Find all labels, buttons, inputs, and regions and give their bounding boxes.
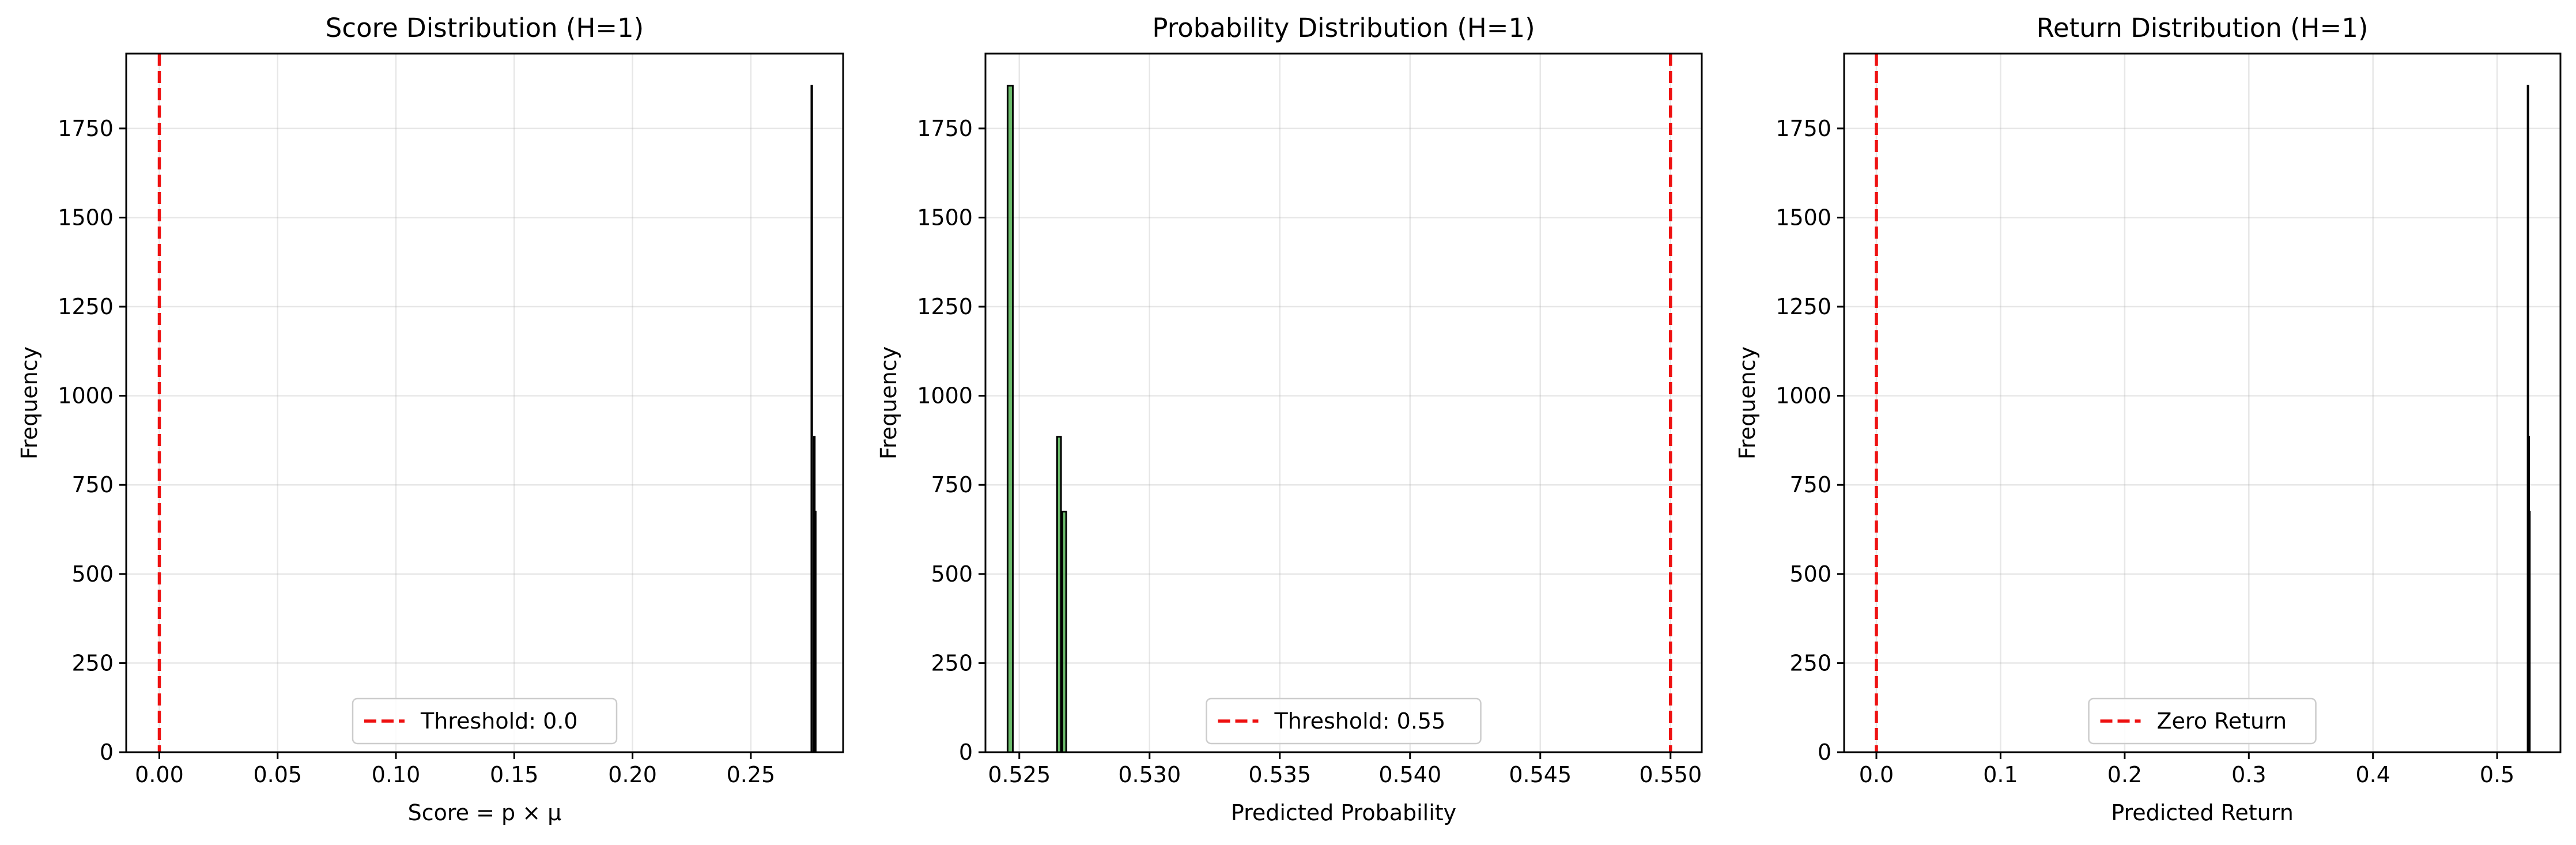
- y-tick-label: 0: [100, 740, 114, 765]
- legend-label: Threshold: 0.55: [1274, 708, 1446, 734]
- x-tick-label: 0.25: [727, 762, 776, 787]
- y-tick-label: 750: [1789, 472, 1831, 497]
- x-tick-label: 0.20: [608, 762, 657, 787]
- axes-frame: [1843, 52, 2562, 753]
- plot-area: [126, 54, 843, 752]
- histogram-bar: [1056, 436, 1062, 753]
- legend-label: Zero Return: [2157, 708, 2287, 734]
- y-tick-label: 500: [931, 561, 973, 587]
- y-tick-label: 250: [1789, 650, 1831, 676]
- legend-label: Threshold: 0.0: [420, 708, 578, 734]
- y-tick-label: 1250: [917, 294, 973, 319]
- y-tick-label: 1500: [1776, 205, 1831, 230]
- y-tick-label: 250: [71, 650, 114, 676]
- y-tick-label: 0: [1818, 740, 1831, 765]
- y-tick-label: 1250: [1776, 294, 1831, 319]
- y-tick-label: 1250: [58, 294, 114, 319]
- y-tick-label: 750: [71, 472, 114, 497]
- legend-box: [2088, 697, 2317, 745]
- x-tick-label: 0.10: [372, 762, 421, 787]
- y-tick-label: 250: [931, 650, 973, 676]
- x-tick-label: 0.05: [253, 762, 302, 787]
- legend: Threshold: 0.0: [352, 697, 618, 745]
- x-tick-label: 0.15: [490, 762, 539, 787]
- legend-box: [352, 697, 618, 745]
- y-axis-label: Frequency: [17, 346, 42, 459]
- x-tick-label: 0.5: [2480, 762, 2514, 787]
- x-axis-label: Predicted Return: [2111, 800, 2294, 825]
- y-tick-label: 1000: [58, 383, 114, 409]
- x-tick-label: 0.1: [1983, 762, 2018, 787]
- x-tick-label: 0.550: [1639, 762, 1702, 787]
- chart-panel-2: 0.525 0.530 0.535 0.540 0.545 0.550 0 250 500 750…: [876, 13, 1703, 825]
- axes-frame: [125, 52, 844, 753]
- x-tick-label: 0.525: [988, 762, 1051, 787]
- y-tick-label: 1750: [58, 116, 114, 141]
- x-tick-label: 0.0: [1859, 762, 1894, 787]
- x-axis-label: Score = p × μ: [408, 800, 562, 825]
- y-tick-label: 750: [931, 472, 973, 497]
- histogram-bar: [1006, 85, 1014, 753]
- y-tick-label: 1500: [58, 205, 114, 230]
- chart-panel-1: 0.00 0.05 0.10 0.15 0.20 0.25 0 250 500 750 1000 12…: [17, 13, 844, 825]
- plot-area: [985, 54, 1702, 752]
- legend: Zero Return: [2088, 697, 2317, 745]
- x-tick-label: 0.545: [1509, 762, 1572, 787]
- chart-title: Score Distribution (H=1): [326, 13, 644, 43]
- y-tick-label: 0: [959, 740, 973, 765]
- y-tick-label: 1000: [1776, 383, 1831, 409]
- plot-area: [1844, 54, 2560, 752]
- chart-title: Return Distribution (H=1): [2037, 13, 2369, 43]
- y-axis-label: Frequency: [1735, 346, 1760, 459]
- x-tick-label: 0.530: [1118, 762, 1181, 787]
- x-tick-label: 0.540: [1378, 762, 1441, 787]
- histogram-bar: [1061, 511, 1067, 753]
- legend-box: [1206, 697, 1482, 745]
- y-tick-label: 1750: [917, 116, 973, 141]
- x-tick-label: 0.00: [135, 762, 184, 787]
- legend: Threshold: 0.55: [1206, 697, 1482, 745]
- x-tick-label: 0.3: [2231, 762, 2266, 787]
- y-tick-label: 500: [1789, 561, 1831, 587]
- x-tick-label: 0.2: [2107, 762, 2142, 787]
- y-tick-label: 1500: [917, 205, 973, 230]
- chart-panel-3: 0.0 0.1 0.2 0.3 0.4 0.5 0 250 500 750 1000 1250 1500…: [1735, 13, 2562, 825]
- y-tick-label: 1750: [1776, 116, 1831, 141]
- y-tick-label: 500: [71, 561, 114, 587]
- axes-frame: [984, 52, 1703, 753]
- chart-title: Probability Distribution (H=1): [1152, 13, 1535, 43]
- histogram-bar: [2528, 511, 2531, 753]
- histogram-bar: [810, 85, 813, 753]
- x-axis-label: Predicted Probability: [1231, 800, 1456, 825]
- x-tick-label: 0.4: [2355, 762, 2390, 787]
- x-tick-label: 0.535: [1248, 762, 1311, 787]
- y-axis-label: Frequency: [876, 346, 901, 459]
- y-tick-label: 1000: [917, 383, 973, 409]
